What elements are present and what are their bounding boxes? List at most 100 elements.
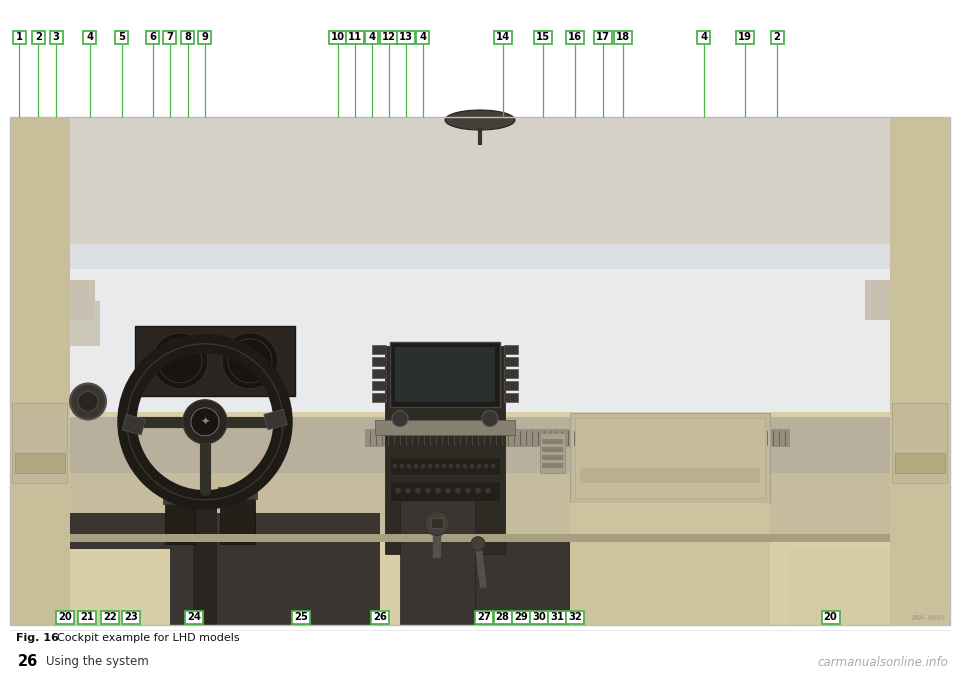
Text: 30: 30 xyxy=(533,612,546,622)
Text: 19: 19 xyxy=(738,32,752,42)
Text: 20: 20 xyxy=(824,612,837,622)
FancyBboxPatch shape xyxy=(366,30,378,43)
Circle shape xyxy=(405,487,411,494)
Text: 24: 24 xyxy=(187,612,202,622)
Bar xyxy=(218,487,257,499)
Bar xyxy=(264,409,287,430)
Text: 4: 4 xyxy=(86,32,93,42)
FancyBboxPatch shape xyxy=(396,30,415,43)
Text: 7: 7 xyxy=(166,32,173,42)
Circle shape xyxy=(152,333,208,389)
FancyBboxPatch shape xyxy=(122,611,140,624)
Bar xyxy=(431,519,443,529)
Circle shape xyxy=(442,464,446,468)
Bar xyxy=(10,117,70,625)
FancyBboxPatch shape xyxy=(12,30,26,43)
Circle shape xyxy=(491,464,495,468)
FancyBboxPatch shape xyxy=(101,611,119,624)
Bar xyxy=(504,369,518,378)
Bar xyxy=(12,403,67,483)
Bar xyxy=(163,492,197,504)
Text: 22: 22 xyxy=(103,612,116,622)
Circle shape xyxy=(465,487,471,494)
FancyBboxPatch shape xyxy=(736,30,755,43)
FancyBboxPatch shape xyxy=(493,30,512,43)
Bar xyxy=(395,347,495,401)
Circle shape xyxy=(485,487,491,494)
Circle shape xyxy=(484,464,489,468)
Text: 32: 32 xyxy=(568,612,582,622)
Text: 6: 6 xyxy=(150,32,156,42)
Bar xyxy=(70,117,890,269)
FancyBboxPatch shape xyxy=(146,30,159,43)
Text: 26: 26 xyxy=(18,655,38,670)
FancyBboxPatch shape xyxy=(50,30,62,43)
FancyBboxPatch shape xyxy=(822,611,840,624)
FancyBboxPatch shape xyxy=(534,30,552,43)
Bar xyxy=(575,418,765,498)
Text: 17: 17 xyxy=(596,32,611,42)
FancyBboxPatch shape xyxy=(329,30,348,43)
Text: 25: 25 xyxy=(295,612,308,622)
FancyBboxPatch shape xyxy=(78,611,96,624)
Text: 21: 21 xyxy=(80,612,94,622)
Circle shape xyxy=(435,487,441,494)
Circle shape xyxy=(406,464,412,468)
Bar xyxy=(890,117,950,625)
Text: 5: 5 xyxy=(118,32,126,42)
Circle shape xyxy=(475,487,481,494)
Bar xyxy=(504,357,518,366)
Bar xyxy=(70,473,890,533)
Bar xyxy=(372,357,386,366)
Circle shape xyxy=(471,537,485,550)
Circle shape xyxy=(425,511,449,536)
Bar xyxy=(790,549,890,625)
Text: 13: 13 xyxy=(398,32,413,42)
FancyBboxPatch shape xyxy=(417,30,429,43)
Circle shape xyxy=(78,391,98,412)
Bar xyxy=(193,500,217,625)
FancyBboxPatch shape xyxy=(293,611,310,624)
Text: 18: 18 xyxy=(615,32,630,42)
Text: Cockpit example for LHD models: Cockpit example for LHD models xyxy=(50,633,240,643)
Text: 16: 16 xyxy=(568,32,582,42)
Bar xyxy=(542,447,563,452)
Text: 29: 29 xyxy=(515,612,528,622)
Circle shape xyxy=(469,464,474,468)
Text: 1: 1 xyxy=(15,32,23,42)
Bar xyxy=(122,414,146,435)
Text: 27: 27 xyxy=(477,612,491,622)
Circle shape xyxy=(427,464,433,468)
FancyBboxPatch shape xyxy=(566,611,584,624)
Ellipse shape xyxy=(445,110,515,130)
FancyBboxPatch shape xyxy=(697,30,710,43)
Bar xyxy=(542,455,563,460)
Bar xyxy=(390,342,500,407)
Circle shape xyxy=(482,410,498,427)
Circle shape xyxy=(435,464,440,468)
FancyBboxPatch shape xyxy=(771,30,783,43)
Bar xyxy=(375,420,515,435)
Text: 4: 4 xyxy=(700,32,708,42)
FancyBboxPatch shape xyxy=(84,30,96,43)
Text: 31: 31 xyxy=(550,612,564,622)
Bar xyxy=(895,453,945,473)
Text: 4: 4 xyxy=(420,32,426,42)
Bar xyxy=(365,429,595,447)
Bar xyxy=(220,489,255,544)
Circle shape xyxy=(420,464,425,468)
Bar xyxy=(70,117,890,244)
Text: ✦: ✦ xyxy=(201,417,209,427)
Circle shape xyxy=(222,333,278,389)
Bar xyxy=(70,280,95,320)
Text: 8: 8 xyxy=(184,32,191,42)
Bar xyxy=(70,513,380,625)
Text: 2: 2 xyxy=(774,32,780,42)
Bar xyxy=(570,413,770,503)
Polygon shape xyxy=(10,117,70,625)
Bar xyxy=(70,549,170,625)
Bar xyxy=(390,481,500,500)
Bar xyxy=(400,483,475,625)
Circle shape xyxy=(183,400,227,444)
Bar xyxy=(70,117,890,412)
